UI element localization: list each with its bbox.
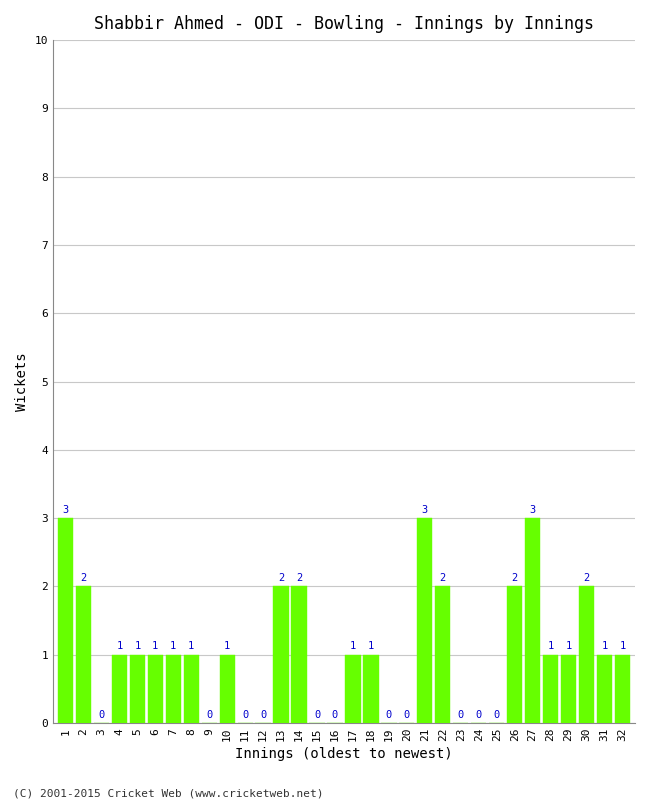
Text: 0: 0 bbox=[493, 710, 500, 720]
Text: 3: 3 bbox=[62, 505, 69, 514]
Text: 0: 0 bbox=[206, 710, 213, 720]
Bar bbox=[507, 586, 522, 723]
Text: 3: 3 bbox=[530, 505, 536, 514]
Text: 0: 0 bbox=[332, 710, 338, 720]
Bar bbox=[166, 654, 181, 723]
Text: 0: 0 bbox=[314, 710, 320, 720]
Text: 1: 1 bbox=[116, 642, 122, 651]
Bar bbox=[597, 654, 612, 723]
Bar bbox=[615, 654, 630, 723]
Text: 1: 1 bbox=[224, 642, 230, 651]
Text: 1: 1 bbox=[188, 642, 194, 651]
Bar bbox=[345, 654, 361, 723]
Bar bbox=[435, 586, 450, 723]
Text: 1: 1 bbox=[601, 642, 608, 651]
Text: 2: 2 bbox=[81, 573, 86, 583]
Text: 0: 0 bbox=[260, 710, 266, 720]
Bar bbox=[274, 586, 289, 723]
Text: 2: 2 bbox=[296, 573, 302, 583]
Bar bbox=[363, 654, 378, 723]
X-axis label: Innings (oldest to newest): Innings (oldest to newest) bbox=[235, 747, 453, 761]
Title: Shabbir Ahmed - ODI - Bowling - Innings by Innings: Shabbir Ahmed - ODI - Bowling - Innings … bbox=[94, 15, 594, 33]
Text: 1: 1 bbox=[368, 642, 374, 651]
Text: 2: 2 bbox=[439, 573, 446, 583]
Text: 0: 0 bbox=[385, 710, 392, 720]
Bar bbox=[561, 654, 576, 723]
Text: 1: 1 bbox=[566, 642, 571, 651]
Text: 1: 1 bbox=[619, 642, 625, 651]
Bar bbox=[291, 586, 307, 723]
Bar bbox=[220, 654, 235, 723]
Bar bbox=[76, 586, 91, 723]
Bar bbox=[543, 654, 558, 723]
Text: 1: 1 bbox=[152, 642, 159, 651]
Text: 0: 0 bbox=[404, 710, 410, 720]
Text: 1: 1 bbox=[350, 642, 356, 651]
Y-axis label: Wickets: Wickets bbox=[15, 352, 29, 411]
Bar bbox=[130, 654, 145, 723]
Text: 1: 1 bbox=[135, 642, 140, 651]
Text: 0: 0 bbox=[458, 710, 464, 720]
Bar bbox=[417, 518, 432, 723]
Bar bbox=[525, 518, 540, 723]
Bar bbox=[148, 654, 163, 723]
Text: 1: 1 bbox=[547, 642, 554, 651]
Text: 1: 1 bbox=[170, 642, 176, 651]
Text: 0: 0 bbox=[476, 710, 482, 720]
Text: 0: 0 bbox=[242, 710, 248, 720]
Text: 2: 2 bbox=[278, 573, 284, 583]
Text: 2: 2 bbox=[583, 573, 590, 583]
Bar bbox=[579, 586, 594, 723]
Bar bbox=[183, 654, 199, 723]
Text: 2: 2 bbox=[512, 573, 518, 583]
Text: (C) 2001-2015 Cricket Web (www.cricketweb.net): (C) 2001-2015 Cricket Web (www.cricketwe… bbox=[13, 788, 324, 798]
Bar bbox=[112, 654, 127, 723]
Text: 3: 3 bbox=[422, 505, 428, 514]
Bar bbox=[58, 518, 73, 723]
Text: 0: 0 bbox=[98, 710, 105, 720]
